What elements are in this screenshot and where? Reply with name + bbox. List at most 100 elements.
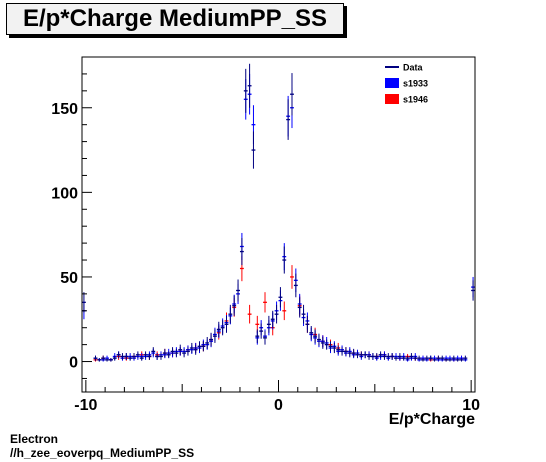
legend-box-swatch [385, 78, 399, 88]
data-point [309, 326, 314, 340]
data-point [317, 333, 321, 346]
data-point [128, 355, 133, 361]
data-point [247, 304, 252, 324]
data-point [162, 348, 167, 358]
legend: Data s1933 s1946 [385, 63, 428, 105]
data-point [120, 353, 125, 360]
chart-title: E/p*Charge MediumPP_SS [22, 5, 328, 32]
data-point [421, 358, 425, 362]
x-tick-label: -10 [74, 397, 97, 414]
data-point [108, 358, 113, 362]
data-point [155, 353, 160, 360]
data-point [386, 353, 391, 360]
data-point [459, 358, 464, 362]
data-point [236, 279, 240, 302]
data-point [293, 273, 298, 298]
data-point [409, 353, 414, 360]
data-point [116, 351, 121, 359]
footer-line-2: //h_zee_eoverpq_MediumPP_SS [10, 446, 195, 460]
data-point [401, 355, 406, 361]
x-axis-label: E/p*Charge [389, 411, 475, 428]
data-point [220, 320, 225, 336]
legend-entry-Data: Data [385, 63, 424, 73]
series-Data [82, 63, 475, 362]
legend-entry-s1946: s1946 [385, 94, 428, 105]
data-point [397, 353, 402, 360]
data-point [463, 355, 468, 361]
data-point [363, 351, 368, 359]
data-point [216, 321, 221, 338]
data-point [93, 355, 98, 361]
data-point [101, 355, 106, 361]
data-point [178, 344, 183, 355]
data-point [228, 304, 233, 324]
data-point [197, 341, 202, 352]
legend-label: Data [403, 63, 424, 73]
data-point [451, 355, 456, 361]
data-point [332, 342, 337, 354]
x-tick-label: 10 [462, 397, 480, 414]
data-point [193, 344, 198, 355]
data-point [159, 353, 163, 360]
data-point [201, 341, 206, 352]
data-point [263, 331, 267, 345]
x-tick-label: 0 [274, 397, 283, 414]
data-point [320, 337, 325, 349]
data-point [243, 68, 248, 113]
y-tick-label: 50 [60, 270, 78, 287]
data-point [394, 355, 398, 361]
data-point [359, 351, 364, 359]
data-point [224, 315, 229, 333]
data-point [440, 355, 445, 361]
data-point [232, 295, 237, 316]
legend-label: s1933 [403, 79, 428, 89]
data-point [182, 348, 187, 358]
y-tick-label: 100 [51, 185, 78, 202]
series-layer [82, 63, 475, 362]
data-point [324, 339, 329, 350]
data-point [367, 353, 371, 360]
data-point [132, 353, 136, 360]
data-point [170, 347, 175, 356]
data-point [266, 315, 271, 333]
data-point [436, 355, 441, 361]
data-point [147, 353, 152, 360]
data-point [378, 351, 383, 359]
data-point [347, 348, 352, 358]
data-point [139, 355, 144, 361]
data-point [255, 329, 260, 343]
y-tick-label: 0 [69, 355, 78, 372]
data-point [290, 265, 294, 289]
data-point [344, 347, 348, 356]
data-point [274, 304, 279, 324]
data-point [97, 358, 102, 362]
data-point [413, 355, 418, 361]
y-tick-label: 150 [51, 101, 78, 118]
data-point [251, 131, 256, 169]
data-point [286, 99, 291, 140]
data-point [259, 323, 264, 339]
data-point [313, 329, 318, 343]
series-s1946 [93, 255, 464, 362]
data-point [355, 351, 360, 359]
data-point [263, 292, 267, 313]
data-point [471, 280, 475, 301]
data-point [455, 358, 460, 362]
data-point [305, 315, 310, 333]
data-point [282, 301, 287, 321]
data-point [247, 63, 252, 108]
data-point [213, 329, 217, 343]
data-point [301, 304, 306, 324]
data-point [151, 347, 156, 356]
data-point [282, 246, 287, 274]
data-point [328, 341, 333, 352]
data-point [374, 353, 379, 360]
data-point [428, 355, 433, 361]
data-point [382, 353, 387, 360]
data-point [135, 351, 140, 359]
footer-line-1: Electron [10, 432, 59, 446]
data-point [239, 238, 244, 266]
data-point [290, 73, 294, 116]
data-point [297, 297, 302, 318]
